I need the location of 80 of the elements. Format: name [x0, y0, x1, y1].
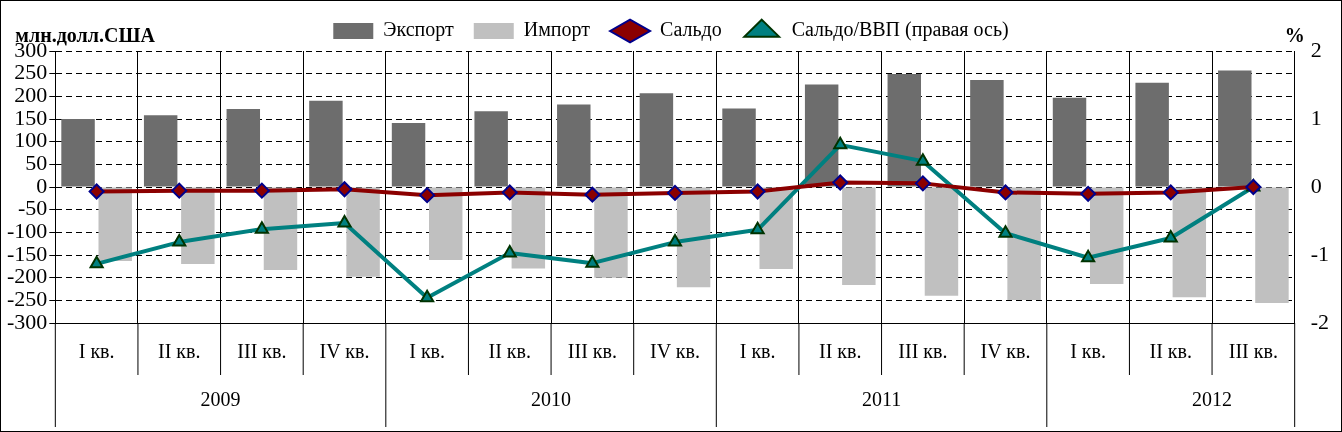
- point: [419, 187, 436, 204]
- point: [1163, 230, 1178, 243]
- point: [914, 175, 931, 192]
- point: [337, 215, 352, 228]
- bar: [1255, 187, 1289, 304]
- bar: [842, 187, 876, 285]
- text: 2012: [1192, 388, 1233, 411]
- y-tick-label: 100: [14, 127, 48, 153]
- legend-label: Экспорт: [383, 18, 455, 42]
- x-tick-label: IV кв.: [319, 340, 370, 363]
- point: [1080, 185, 1097, 202]
- point: [998, 225, 1013, 238]
- point: [1081, 249, 1096, 263]
- point: [501, 184, 518, 201]
- bar: [226, 109, 261, 187]
- bar: [639, 93, 674, 187]
- point: [750, 221, 765, 235]
- y2-tick-label: -2: [1310, 308, 1329, 334]
- x-tick-label: II кв.: [1149, 340, 1192, 363]
- point: [253, 182, 270, 199]
- point: [420, 289, 435, 303]
- point: [254, 221, 269, 234]
- bar: [143, 115, 178, 187]
- y-tick-label: -200: [7, 263, 48, 289]
- text: 2010: [531, 388, 572, 411]
- y2-tick-label: -1: [1310, 240, 1329, 266]
- x-tick-label: III кв.: [898, 340, 948, 363]
- legend-label: Импорт: [523, 18, 591, 42]
- point: [336, 181, 353, 198]
- x-tick-label: I кв.: [1070, 340, 1107, 363]
- point: [584, 186, 601, 203]
- point: [833, 136, 848, 150]
- bar: [474, 111, 508, 187]
- point: [832, 174, 849, 191]
- x-tick-label: III кв.: [567, 340, 617, 363]
- point: [88, 183, 105, 200]
- x-tick-label: IV кв.: [650, 340, 700, 363]
- bar: [1218, 70, 1252, 187]
- point: [89, 255, 104, 269]
- bar: [61, 119, 95, 187]
- bar: [887, 74, 922, 187]
- legend-label: Сальдо: [660, 18, 722, 42]
- text: 2011: [861, 388, 902, 411]
- bar: [1007, 187, 1041, 300]
- y-tick-label: 250: [14, 59, 48, 85]
- x-tick-label: II кв.: [819, 340, 862, 363]
- bar: [391, 123, 426, 187]
- point: [749, 183, 766, 200]
- y2-tick-label: 2: [1310, 36, 1322, 62]
- x-tick-label: III кв.: [1228, 340, 1278, 363]
- y2-tick-label: 1: [1310, 104, 1322, 130]
- x-tick-label: II кв.: [158, 340, 201, 363]
- x-tick-label: I кв.: [739, 340, 776, 363]
- bar: [722, 108, 756, 187]
- point: [1162, 184, 1179, 201]
- point: [502, 244, 517, 258]
- x-tick-label: I кв.: [78, 340, 115, 363]
- x-tick-label: IV кв.: [980, 340, 1031, 363]
- bar: [1052, 97, 1087, 187]
- bar: [557, 104, 591, 187]
- point: [585, 255, 600, 268]
- point: [667, 234, 683, 247]
- legend-label: Сальдо/ВВП (правая ось): [791, 18, 1009, 42]
- bar: [1135, 82, 1169, 187]
- y-tick-label: -50: [18, 195, 48, 221]
- text: 2009: [200, 388, 241, 411]
- point: [997, 184, 1014, 201]
- point: [172, 234, 187, 247]
- x-tick-label: I кв.: [409, 340, 446, 363]
- x-tick-label: III кв.: [237, 340, 287, 363]
- bar: [924, 187, 959, 296]
- y2-tick-label: 0: [1310, 172, 1322, 198]
- point: [667, 184, 683, 201]
- bar: [970, 80, 1004, 187]
- x-tick-label: II кв.: [488, 340, 531, 363]
- bar: [309, 100, 343, 187]
- point: [171, 182, 188, 199]
- bar: [428, 187, 463, 260]
- point: [915, 153, 930, 166]
- y2-axis-title: %: [1284, 24, 1305, 47]
